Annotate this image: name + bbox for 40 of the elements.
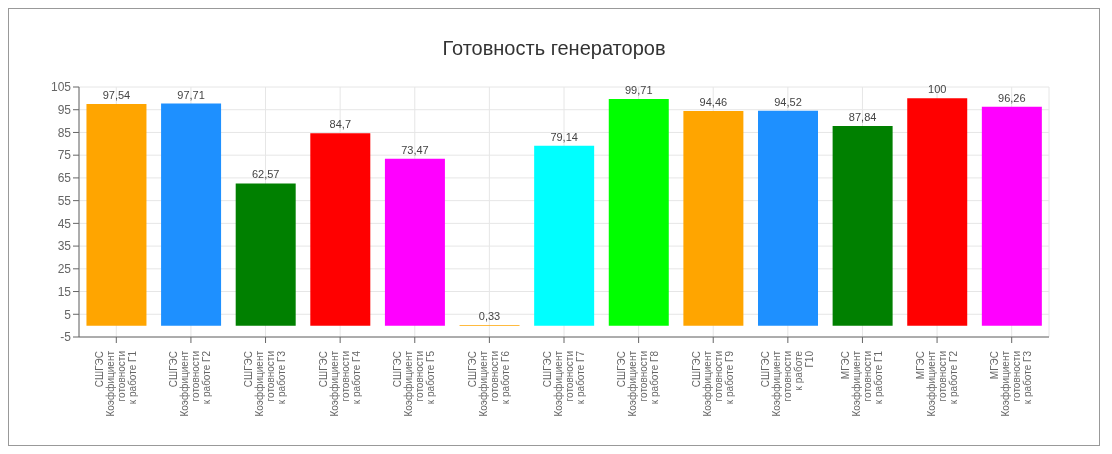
data-label: 79,14 [550,130,578,143]
data-label: 97,54 [102,88,131,101]
y-tick-label: 95 [57,102,72,117]
bar [907,98,968,326]
bar [608,99,669,326]
y-tick-label: 45 [57,216,72,231]
bar [758,110,818,326]
y-tick-label: 15 [57,284,72,299]
y-tick-label: 25 [57,262,72,277]
bar [384,158,445,326]
bar [832,126,893,326]
data-label: 87,84 [848,111,877,123]
bar [981,106,1042,326]
y-tick-label: -5 [60,330,72,345]
data-label: 84,7 [329,118,352,131]
data-label: 94,52 [774,95,802,108]
bar [534,145,595,326]
y-tick-label: 5 [64,307,72,322]
bar [235,183,296,326]
y-tick-label: 85 [57,125,72,140]
y-tick-label: 75 [57,148,72,163]
y-tick-label: 105 [50,80,72,95]
data-label: 0,33 [478,309,501,322]
bar [310,133,371,326]
data-label: 99,71 [625,84,653,97]
data-label: 73,47 [401,143,429,156]
x-tick-label: СШГЭС Коэффициент готовности к работе Г1 [93,350,138,417]
data-label: 94,46 [699,95,728,108]
data-label: 100 [928,83,947,96]
data-label: 97,71 [177,88,205,101]
data-label: 62,57 [251,168,280,181]
x-tick-label: СШГЭС Коэффициент готовности к работе Г10 [759,350,815,417]
y-tick-label: 65 [57,171,72,186]
bar [86,103,147,326]
bar [683,110,744,326]
y-tick-label: 55 [57,193,72,208]
chart-title: Готовность генераторов [441,36,667,61]
y-tick-label: 35 [57,239,72,254]
bar [161,103,222,326]
data-label: 96,26 [998,91,1026,104]
